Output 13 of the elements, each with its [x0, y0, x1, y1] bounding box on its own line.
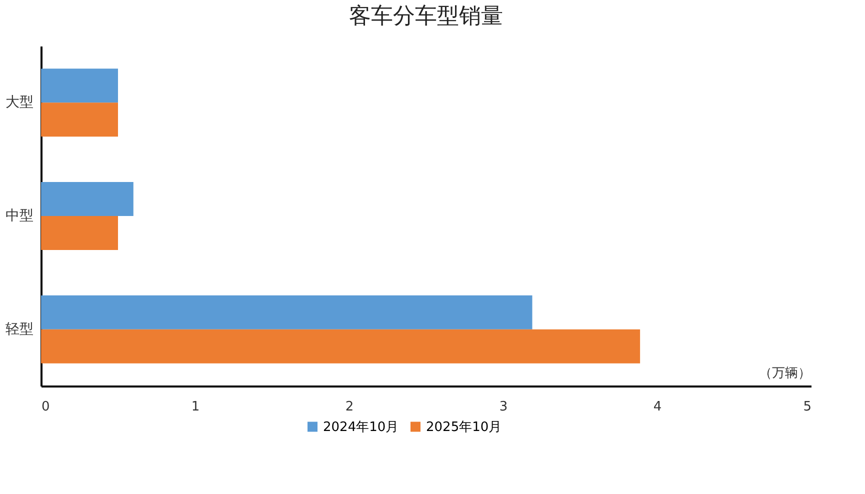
chart-title: 客车分车型销量: [349, 4, 503, 29]
x-tick-label: 0: [42, 400, 50, 414]
y-tick-label: 中型: [6, 208, 34, 224]
x-tick-label: 2: [345, 400, 354, 414]
legend-label: 2024年10月: [323, 420, 399, 435]
x-tick-label: 3: [499, 400, 508, 414]
y-tick-label: 大型: [6, 94, 34, 111]
x-tick-label: 5: [803, 400, 812, 414]
y-tick-label: 轻型: [6, 321, 34, 338]
x-tick-label: 4: [653, 400, 662, 414]
x-tick-label: 1: [191, 400, 200, 414]
legend-label: 2025年10月: [426, 420, 502, 435]
x-axis-title: （万辆）: [759, 366, 811, 381]
